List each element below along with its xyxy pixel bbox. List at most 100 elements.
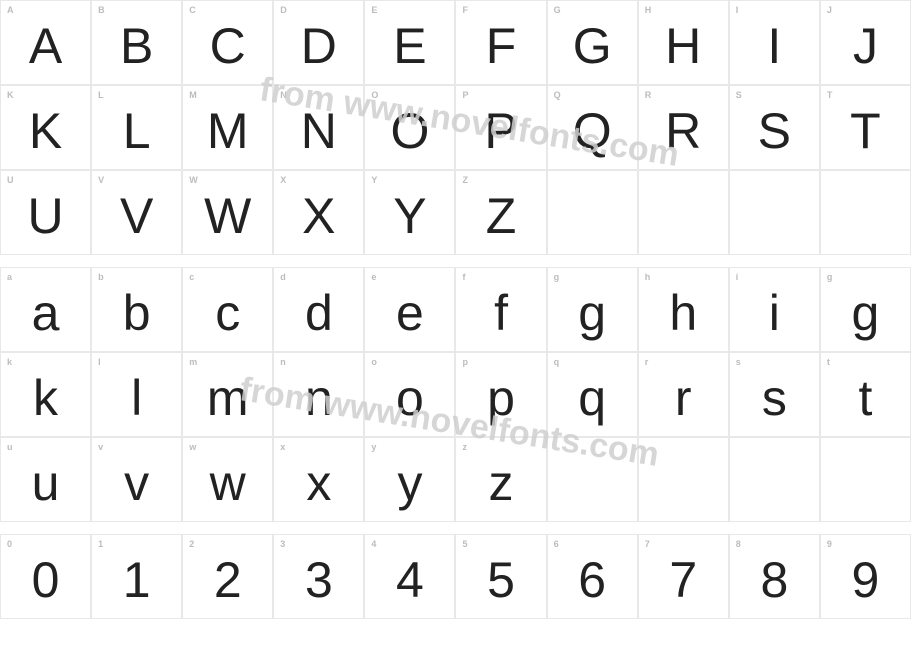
glyph-label: X (280, 175, 286, 185)
glyph-char: g (578, 288, 606, 338)
glyph-char: 6 (578, 555, 606, 605)
glyph-cell: dd (273, 267, 364, 352)
glyph-cell: gg (820, 267, 911, 352)
glyph-cell: VV (91, 170, 182, 255)
glyph-label: E (371, 5, 377, 15)
glyph-cell: ii (729, 267, 820, 352)
glyph-char: n (305, 373, 333, 423)
glyph-label: J (827, 5, 832, 15)
glyph-cell: ZZ (455, 170, 546, 255)
glyph-char: K (29, 106, 62, 156)
glyph-cell: kk (0, 352, 91, 437)
glyph-char: e (396, 288, 424, 338)
glyph-cell: 22 (182, 534, 273, 619)
glyph-char: y (397, 458, 422, 508)
glyph-label: P (462, 90, 468, 100)
glyph-label: i (736, 272, 739, 282)
glyph-cell: KK (0, 85, 91, 170)
glyph-char: M (207, 106, 249, 156)
glyph-cell: aa (0, 267, 91, 352)
glyph-cell: NN (273, 85, 364, 170)
glyph-cell-empty (547, 437, 638, 522)
glyph-label: 6 (554, 539, 559, 549)
glyph-label: a (7, 272, 12, 282)
glyph-section-lowercase: aabbccddeeffgghhiiggkkllmmnnooppqqrrsstt… (0, 267, 911, 522)
glyph-char: t (858, 373, 872, 423)
glyph-char: A (29, 21, 62, 71)
glyph-cell: GG (547, 0, 638, 85)
glyph-label: g (554, 272, 560, 282)
glyph-cell-empty (729, 437, 820, 522)
glyph-label: l (98, 357, 101, 367)
glyph-char: 9 (852, 555, 880, 605)
glyph-char: o (396, 373, 424, 423)
glyph-label: 4 (371, 539, 376, 549)
glyph-char: I (767, 21, 781, 71)
glyph-char: 8 (760, 555, 788, 605)
font-specimen-grid: AABBCCDDEEFFGGHHIIJJKKLLMMNNOOPPQQRRSSTT… (0, 0, 911, 619)
glyph-label: T (827, 90, 833, 100)
glyph-char: g (852, 288, 880, 338)
glyph-cell: xx (273, 437, 364, 522)
glyph-section-uppercase: AABBCCDDEEFFGGHHIIJJKKLLMMNNOOPPQQRRSSTT… (0, 0, 911, 255)
glyph-cell: AA (0, 0, 91, 85)
glyph-cell: 99 (820, 534, 911, 619)
glyph-cell: XX (273, 170, 364, 255)
glyph-char: W (204, 191, 251, 241)
glyph-label: F (462, 5, 468, 15)
glyph-char: r (675, 373, 692, 423)
glyph-label: S (736, 90, 742, 100)
glyph-label: 0 (7, 539, 12, 549)
glyph-char: O (390, 106, 429, 156)
glyph-cell: ww (182, 437, 273, 522)
glyph-char: i (769, 288, 780, 338)
glyph-char: z (489, 458, 514, 508)
glyph-label: 2 (189, 539, 194, 549)
glyph-label: O (371, 90, 378, 100)
glyph-char: G (573, 21, 612, 71)
glyph-cell-empty (820, 170, 911, 255)
glyph-char: s (762, 373, 787, 423)
glyph-cell: UU (0, 170, 91, 255)
glyph-cell-empty (820, 437, 911, 522)
glyph-cell: LL (91, 85, 182, 170)
glyph-char: v (124, 458, 149, 508)
glyph-label: x (280, 442, 285, 452)
glyph-label: s (736, 357, 741, 367)
glyph-label: v (98, 442, 103, 452)
glyph-cell: RR (638, 85, 729, 170)
glyph-char: L (123, 106, 151, 156)
glyph-label: H (645, 5, 652, 15)
glyph-cell: SS (729, 85, 820, 170)
glyph-cell: JJ (820, 0, 911, 85)
glyph-label: M (189, 90, 197, 100)
glyph-cell: gg (547, 267, 638, 352)
glyph-char: f (494, 288, 508, 338)
glyph-cell: MM (182, 85, 273, 170)
glyph-cell: ss (729, 352, 820, 437)
glyph-cell: rr (638, 352, 729, 437)
glyph-cell: FF (455, 0, 546, 85)
glyph-char: S (758, 106, 791, 156)
glyph-label: p (462, 357, 468, 367)
glyph-cell: tt (820, 352, 911, 437)
glyph-cell: 44 (364, 534, 455, 619)
glyph-cell: QQ (547, 85, 638, 170)
glyph-label: K (7, 90, 14, 100)
glyph-label: 9 (827, 539, 832, 549)
glyph-char: h (669, 288, 697, 338)
glyph-label: k (7, 357, 12, 367)
glyph-char: 1 (123, 555, 151, 605)
glyph-label: G (554, 5, 561, 15)
glyph-label: 8 (736, 539, 741, 549)
glyph-label: d (280, 272, 286, 282)
glyph-cell-empty (638, 170, 729, 255)
glyph-char: F (486, 21, 517, 71)
glyph-label: n (280, 357, 286, 367)
glyph-cell: nn (273, 352, 364, 437)
glyph-cell: bb (91, 267, 182, 352)
glyph-cell: zz (455, 437, 546, 522)
glyph-label: L (98, 90, 104, 100)
glyph-char: a (32, 288, 60, 338)
glyph-char: w (210, 458, 246, 508)
